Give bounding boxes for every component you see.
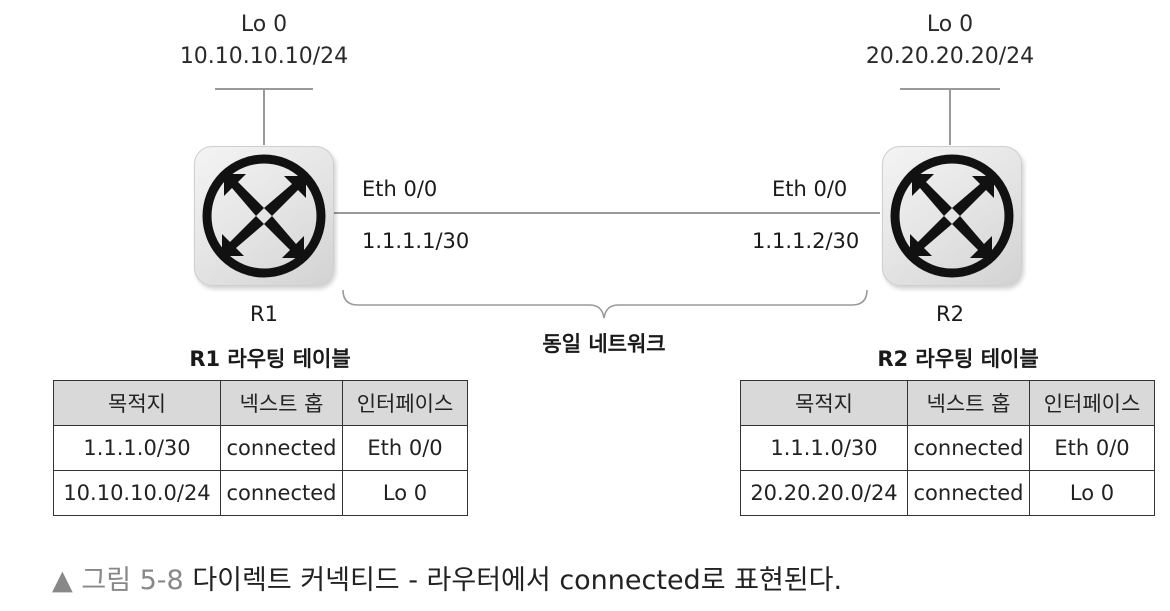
router-icon (202, 154, 326, 278)
table-cell: 10.10.10.0/24 (53, 470, 221, 516)
r1-interface-name: Eth 0/0 (362, 177, 438, 201)
r2-interface-name: Eth 0/0 (772, 177, 848, 201)
triangle-marker-icon: ▲ (52, 565, 73, 596)
segment-brace (342, 289, 868, 319)
r1-router (194, 146, 334, 286)
column-header: 인터페이스 (342, 380, 468, 426)
table-cell: Eth 0/0 (342, 425, 468, 471)
table-cell: connected (907, 425, 1030, 471)
table-header-row: 목적지 넥스트 홉 인터페이스 (740, 380, 1155, 426)
table-row: 1.1.1.0/30 connected Eth 0/0 (740, 425, 1155, 471)
table-cell: 1.1.1.0/30 (53, 425, 221, 471)
r1-interface-ip: 1.1.1.1/30 (362, 229, 470, 253)
column-header: 목적지 (740, 380, 908, 426)
r2-table-title: R2 라우팅 테이블 (877, 347, 1039, 371)
column-header: 넥스트 홉 (220, 380, 343, 426)
r2-interface-ip: 1.1.1.2/30 (752, 229, 860, 253)
table-cell: Eth 0/0 (1029, 425, 1155, 471)
r2-loopback-name: Lo 0 (926, 12, 974, 37)
table-cell: 1.1.1.0/30 (740, 425, 908, 471)
table-row: 10.10.10.0/24 connected Lo 0 (53, 470, 468, 516)
r1-loopback-name: Lo 0 (240, 12, 288, 37)
r2-routing-table: 목적지 넥스트 홉 인터페이스 1.1.1.0/30 connected Eth… (740, 380, 1155, 516)
r2-router (882, 146, 1022, 286)
table-cell: connected (220, 425, 343, 471)
r1-table-title: R1 라우팅 테이블 (189, 347, 351, 371)
table-header-row: 목적지 넥스트 홉 인터페이스 (53, 380, 468, 426)
figure-number: 그림 5-8 (81, 565, 184, 596)
table-cell: 20.20.20.0/24 (740, 470, 908, 516)
r1-name: R1 (250, 302, 278, 326)
column-header: 목적지 (53, 380, 221, 426)
r2-loopback-ip: 20.20.20.20/24 (865, 44, 1035, 69)
table-cell: connected (907, 470, 1030, 516)
column-header: 인터페이스 (1029, 380, 1155, 426)
table-row: 1.1.1.0/30 connected Eth 0/0 (53, 425, 468, 471)
caption-text: 다이렉트 커넥티드 - 라우터에서 connected로 표현된다. (192, 565, 843, 596)
r1-loopback-ip: 10.10.10.10/24 (179, 44, 349, 69)
r2-name: R2 (936, 302, 964, 326)
same-network-label: 동일 네트워크 (542, 332, 666, 356)
figure-caption: ▲ 그림 5-8 다이렉트 커넥티드 - 라우터에서 connected로 표현… (52, 558, 842, 597)
table-row: 20.20.20.0/24 connected Lo 0 (740, 470, 1155, 516)
router-icon (890, 154, 1014, 278)
column-header: 넥스트 홉 (907, 380, 1030, 426)
table-cell: Lo 0 (342, 470, 468, 516)
r1-routing-table: 목적지 넥스트 홉 인터페이스 1.1.1.0/30 connected Eth… (53, 380, 468, 516)
table-cell: connected (220, 470, 343, 516)
table-cell: Lo 0 (1029, 470, 1155, 516)
